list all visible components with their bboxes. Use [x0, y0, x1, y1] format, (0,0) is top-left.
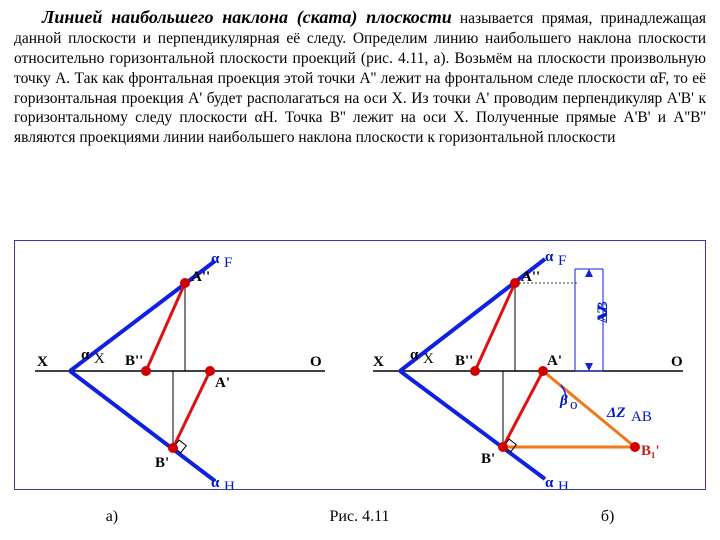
body-paragraph: Линией наибольшего наклона (ската) плоск…: [0, 0, 720, 148]
diagram-b: X O αX αF αH A'' A' B'' B' B₁' ΔZ AB ΔZA…: [355, 241, 705, 489]
lead-italic: Линией наибольшего наклона (ската) плоск…: [42, 7, 452, 27]
diagram-a: X O αX αF αH A'' A' B'' B': [15, 241, 355, 489]
svg-text:B'': B'': [125, 353, 143, 369]
svg-text:A'': A'': [191, 269, 210, 285]
svg-text:α: α: [545, 249, 554, 265]
svg-text:O: O: [671, 354, 683, 370]
svg-text:F: F: [224, 255, 232, 271]
svg-text:α: α: [545, 475, 554, 489]
svg-text:F: F: [558, 253, 566, 269]
svg-text:β: β: [559, 393, 568, 409]
caption-b: б): [601, 508, 614, 526]
svg-text:α: α: [211, 475, 220, 489]
caption-a: а): [106, 508, 118, 526]
figure-frame: X O αX αF αH A'' A' B'' B': [14, 240, 706, 490]
svg-text:α: α: [410, 347, 419, 363]
svg-text:X: X: [94, 351, 105, 367]
svg-text:A': A': [547, 353, 562, 369]
svg-text:X: X: [423, 351, 434, 367]
svg-text:o: o: [570, 397, 578, 413]
svg-text:O: O: [310, 354, 322, 370]
svg-text:B₁': B₁': [641, 443, 660, 459]
svg-text:H: H: [558, 479, 569, 489]
svg-text:AB: AB: [631, 409, 652, 425]
svg-text:H: H: [224, 479, 235, 489]
svg-text:B': B': [155, 455, 169, 471]
paragraph-body: прямая, принадлежащая данной плоскости и…: [14, 10, 706, 146]
svg-text:α: α: [211, 251, 220, 267]
svg-text:A': A': [215, 375, 230, 391]
caption-fig: Рис. 4.11: [330, 508, 390, 526]
svg-text:A'': A'': [521, 269, 540, 285]
svg-text:B': B': [481, 451, 495, 467]
svg-text:X: X: [373, 354, 384, 370]
svg-text:α: α: [81, 347, 90, 363]
lead-tail: называется: [452, 10, 534, 27]
svg-text:X: X: [37, 354, 48, 370]
svg-text:ΔZ: ΔZ: [606, 405, 626, 421]
figure-caption-row: а) Рис. 4.11 б): [0, 508, 720, 526]
svg-text:B'': B'': [455, 353, 473, 369]
svg-text:AB: AB: [595, 301, 611, 322]
